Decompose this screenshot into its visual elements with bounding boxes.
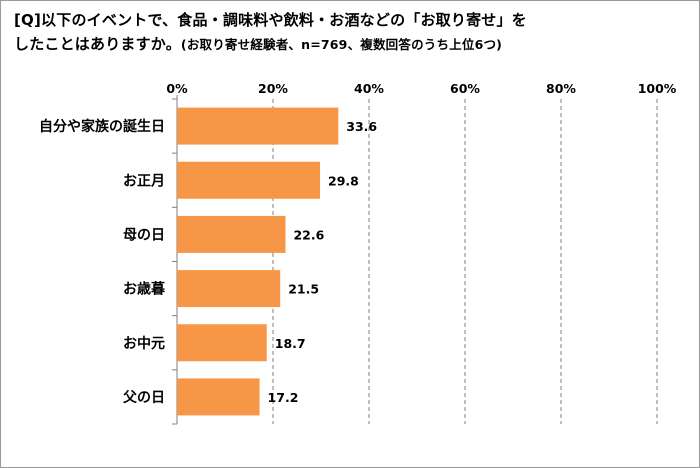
category-label: 自分や家族の誕生日: [39, 118, 165, 135]
x-tick-label: 20%: [258, 81, 288, 96]
x-tick-label: 40%: [354, 81, 384, 96]
x-tick-label: 100%: [638, 81, 677, 96]
bar: [177, 215, 286, 253]
x-tick-label: 80%: [546, 81, 576, 96]
bar: [177, 270, 281, 308]
chart-title: [Q]以下のイベントで、食品・調味料や飲料・お酒などの「お取り寄せ」を したこと…: [14, 8, 684, 57]
bar: [177, 324, 267, 362]
bar: [177, 378, 260, 416]
title-line-2-text: したことはありますか。: [14, 35, 181, 53]
category-label: お歳暮: [123, 281, 166, 298]
title-line-2: したことはありますか。(お取り寄せ経験者、n=769、複数回答のうち上位6つ): [14, 32, 684, 57]
bar: [177, 107, 339, 145]
x-tick-label: 0%: [166, 81, 188, 96]
value-label: 22.6: [293, 227, 324, 242]
category-label: 父の日: [122, 390, 165, 406]
value-label: 21.5: [288, 282, 319, 297]
x-tick-label: 60%: [450, 81, 480, 96]
category-label: お中元: [123, 335, 165, 352]
bar: [177, 161, 321, 199]
category-label: 母の日: [123, 227, 165, 243]
value-label: 29.8: [328, 173, 359, 188]
title-line-1: [Q]以下のイベントで、食品・調味料や飲料・お酒などの「お取り寄せ」を: [14, 11, 527, 29]
category-label: お正月: [123, 173, 165, 189]
value-label: 18.7: [275, 336, 306, 351]
value-label: 17.2: [268, 390, 299, 405]
value-label: 33.6: [346, 119, 377, 134]
title-note: (お取り寄せ経験者、n=769、複数回答のうち上位6つ): [180, 37, 503, 52]
